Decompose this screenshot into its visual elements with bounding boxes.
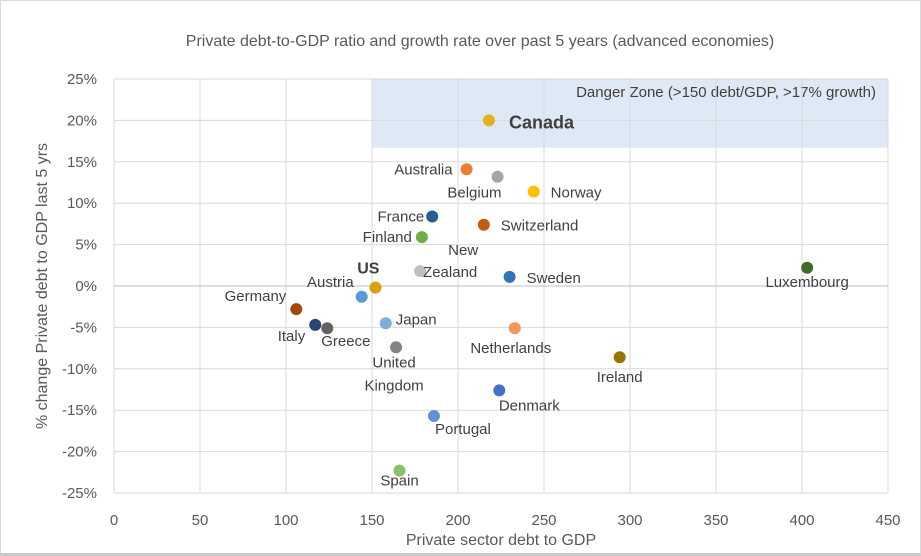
label-canada: Canada — [509, 112, 575, 132]
y-tick-label: 0% — [75, 278, 97, 295]
point-new-zealand — [414, 265, 427, 278]
y-axis-ticks: 25% 20% 15% 10% 5% 0% -5% -10% -15% -20% -25% — [62, 71, 97, 502]
x-tick-label: 0 — [110, 512, 118, 529]
point-denmark — [493, 384, 506, 397]
label-line: Zealand — [423, 264, 477, 281]
x-tick-label: 350 — [703, 512, 728, 529]
label-line: United — [372, 354, 415, 371]
point-finland — [415, 231, 428, 244]
label-switzerland: Switzerland — [501, 218, 579, 235]
label-austria: Austria — [307, 274, 354, 291]
y-axis-label: % change Private debt to GDP last 5 yrs — [34, 143, 51, 429]
y-tick-label: -20% — [62, 444, 97, 461]
y-tick-label: -15% — [62, 402, 97, 419]
point-spain — [393, 464, 406, 477]
label-italy: Italy — [278, 328, 306, 345]
point-belgium — [491, 170, 504, 183]
y-tick-label: -25% — [62, 485, 97, 502]
label-finland: Finland — [363, 229, 412, 246]
point-netherlands — [508, 322, 521, 335]
y-tick-label: 5% — [75, 237, 97, 254]
x-tick-label: 150 — [359, 512, 384, 529]
label-line: New — [448, 242, 478, 259]
point-us — [369, 281, 382, 294]
point-united-kingdom — [390, 341, 403, 354]
label-sweden: Sweden — [527, 270, 581, 287]
y-tick-label: 25% — [67, 71, 97, 88]
label-france: France — [378, 208, 425, 225]
point-canada — [482, 114, 495, 127]
point-sweden — [503, 270, 516, 283]
chart-title: Private debt-to-GDP ratio and growth rat… — [186, 33, 774, 50]
label-line: Kingdom — [364, 377, 423, 394]
label-new-zealand: New Zealand — [423, 242, 478, 281]
label-portugal: Portugal — [435, 421, 491, 438]
point-france — [426, 210, 439, 223]
x-tick-label: 250 — [531, 512, 556, 529]
x-tick-label: 450 — [875, 512, 900, 529]
label-belgium: Belgium — [447, 185, 501, 202]
point-italy — [309, 318, 322, 331]
x-tick-label: 100 — [273, 512, 298, 529]
label-spain: Spain — [380, 473, 418, 490]
danger-zone-label: Danger Zone (>150 debt/GDP, >17% growth) — [576, 84, 876, 101]
x-tick-label: 400 — [789, 512, 814, 529]
label-us: US — [357, 261, 380, 278]
y-tick-label: 20% — [67, 112, 97, 129]
label-norway: Norway — [551, 185, 602, 202]
point-austria — [355, 290, 368, 303]
y-tick-label: -10% — [62, 361, 97, 378]
label-greece: Greece — [321, 333, 370, 350]
point-germany — [290, 303, 303, 316]
point-greece — [321, 322, 334, 335]
x-tick-label: 50 — [192, 512, 209, 529]
label-australia: Australia — [394, 161, 453, 178]
y-tick-label: 15% — [67, 154, 97, 171]
label-germany: Germany — [225, 288, 287, 305]
point-portugal — [427, 409, 440, 422]
label-united-kingdom: United Kingdom — [364, 354, 423, 394]
y-tick-label: -5% — [70, 319, 97, 336]
label-luxembourg: Luxembourg — [765, 274, 848, 291]
x-axis-ticks: 0 50 100 150 200 250 300 350 400 450 — [110, 512, 901, 529]
x-axis-label: Private sector debt to GDP — [406, 532, 596, 549]
point-ireland — [613, 351, 626, 364]
point-australia — [460, 163, 473, 176]
data-points — [290, 114, 814, 477]
label-denmark: Denmark — [499, 397, 560, 414]
point-luxembourg — [801, 261, 814, 274]
x-tick-label: 200 — [445, 512, 470, 529]
label-japan: Japan — [396, 311, 437, 328]
label-netherlands: Netherlands — [470, 340, 551, 357]
point-japan — [379, 317, 392, 330]
point-switzerland — [477, 218, 490, 231]
point-norway — [527, 185, 540, 198]
x-tick-label: 300 — [617, 512, 642, 529]
label-ireland: Ireland — [597, 369, 643, 386]
y-tick-label: 10% — [67, 195, 97, 212]
point-labels: Canada Australia Belgium Norway France Switze… — [225, 112, 849, 489]
